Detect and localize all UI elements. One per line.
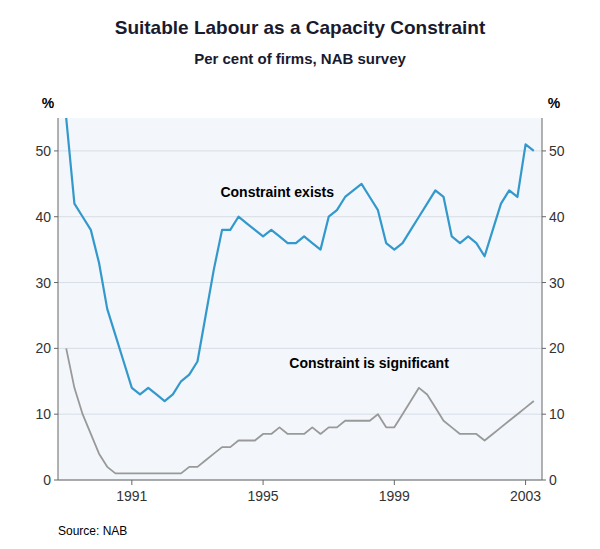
y-tick <box>54 480 58 481</box>
grid-line <box>58 348 542 349</box>
annotation: Constraint exists <box>220 184 334 200</box>
y-tick <box>54 348 58 349</box>
y2-tick-label: 50 <box>549 143 565 159</box>
y2-tick-label: 40 <box>549 209 565 225</box>
x-tick <box>131 480 132 485</box>
y-tick-label: 10 <box>35 406 51 422</box>
y-tick <box>54 216 58 217</box>
y-tick <box>54 414 58 415</box>
y2-axis-label: % <box>548 95 561 111</box>
source: Source: NAB <box>58 524 127 538</box>
chart: Suitable Labour as a Capacity Constraint… <box>0 0 600 549</box>
subtitle: Per cent of firms, NAB survey <box>194 50 406 67</box>
y2-tick <box>542 150 546 151</box>
line <box>66 118 534 401</box>
y2-tick <box>542 282 546 283</box>
y-axis <box>58 118 59 480</box>
y2-tick <box>542 216 546 217</box>
y2-tick-label: 30 <box>549 275 565 291</box>
x-tick-label: 2003 <box>510 488 541 504</box>
y2-axis <box>542 118 543 480</box>
lines <box>66 118 534 473</box>
y-tick <box>54 150 58 151</box>
x-tick <box>525 480 526 485</box>
x-tick-label: 1991 <box>116 488 147 504</box>
y2-tick-label: 10 <box>549 406 565 422</box>
y2-tick <box>542 348 546 349</box>
grid-line <box>58 150 542 151</box>
annotation: Constraint is significant <box>289 355 449 371</box>
x-tick <box>263 480 264 485</box>
grid-line <box>58 414 542 415</box>
x-tick <box>394 480 395 485</box>
y-tick-label: 50 <box>35 143 51 159</box>
y2-tick-label: 20 <box>549 340 565 356</box>
plot-area <box>58 118 542 480</box>
y-tick-label: 20 <box>35 340 51 356</box>
y-tick <box>54 282 58 283</box>
grid-line <box>58 216 542 217</box>
grid-line <box>58 282 542 283</box>
y-axis-label: % <box>42 95 55 111</box>
y-tick-label: 30 <box>35 275 51 291</box>
line <box>66 348 534 473</box>
x-axis <box>58 480 542 481</box>
y2-tick <box>542 480 546 481</box>
x-tick-label: 1999 <box>379 488 410 504</box>
title: Suitable Labour as a Capacity Constraint <box>115 17 486 38</box>
y2-tick-label: 0 <box>549 472 557 488</box>
grid-line <box>58 480 542 481</box>
x-tick-label: 1995 <box>248 488 279 504</box>
y-tick-label: 40 <box>35 209 51 225</box>
y-tick-label: 0 <box>43 472 51 488</box>
y2-tick <box>542 414 546 415</box>
